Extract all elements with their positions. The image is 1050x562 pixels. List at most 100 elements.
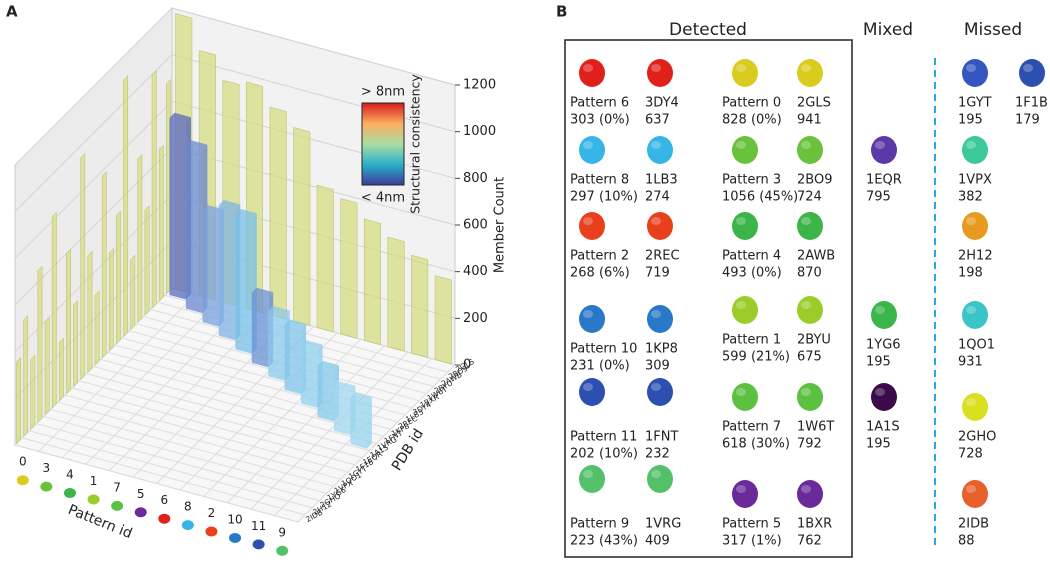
wall-bar bbox=[293, 127, 311, 326]
item-detail: 931 bbox=[958, 355, 983, 370]
blob-highlight bbox=[966, 306, 976, 314]
item-name: 1KP8 bbox=[645, 342, 678, 357]
structure-blob bbox=[797, 383, 823, 411]
item-detail: 719 bbox=[645, 266, 670, 281]
pattern-icon bbox=[158, 513, 171, 524]
blob-highlight bbox=[651, 470, 661, 478]
x-tick-label: 11 bbox=[251, 519, 266, 533]
wall-bar bbox=[363, 218, 381, 346]
pattern-icon bbox=[111, 500, 124, 511]
wall-bar bbox=[340, 198, 358, 339]
wall-bar bbox=[411, 254, 429, 358]
z-tick-label: 800 bbox=[463, 171, 488, 186]
structure-blob bbox=[579, 378, 605, 406]
floor-grid bbox=[43, 415, 327, 494]
item-detail: 274 bbox=[645, 190, 670, 205]
floor-grid bbox=[36, 423, 320, 502]
z-axis-label: Member Count bbox=[493, 177, 508, 273]
item-detail: 637 bbox=[645, 113, 670, 128]
item-detail: 195 bbox=[866, 355, 891, 370]
x-tick-label: 7 bbox=[113, 480, 121, 494]
bar-face bbox=[185, 145, 203, 314]
wall-bar bbox=[151, 69, 157, 309]
wall-bar bbox=[137, 153, 143, 323]
item-name: Pattern 2 bbox=[570, 249, 629, 264]
item-detail: 303 (0%) bbox=[570, 113, 630, 128]
wall-bar bbox=[387, 236, 405, 352]
bar-face bbox=[301, 345, 318, 408]
item-detail: 88 bbox=[958, 534, 975, 549]
blob-highlight bbox=[966, 64, 976, 72]
structure-blob bbox=[871, 301, 897, 329]
bar-face bbox=[202, 205, 224, 215]
blob-highlight bbox=[736, 64, 746, 72]
structure-blob bbox=[647, 212, 673, 240]
blob-highlight bbox=[801, 217, 811, 225]
structure-blob bbox=[1019, 59, 1045, 87]
blob-highlight bbox=[583, 64, 593, 72]
bar-face bbox=[268, 306, 290, 316]
bar-face bbox=[235, 213, 252, 354]
item-name: Pattern 6 bbox=[570, 96, 629, 111]
wall-bar bbox=[123, 74, 129, 338]
blob-highlight bbox=[966, 217, 976, 225]
bar-face bbox=[317, 360, 339, 371]
bar-face bbox=[333, 381, 356, 391]
floor-grid bbox=[71, 387, 356, 466]
x-tick-label: 2 bbox=[208, 506, 216, 520]
wall-bar bbox=[30, 354, 36, 430]
item-name: Pattern 11 bbox=[570, 430, 637, 445]
x-tick-label: 1 bbox=[90, 474, 98, 488]
blob-highlight bbox=[966, 398, 976, 406]
item-name: 2REC bbox=[645, 249, 680, 264]
x-tick-label: 9 bbox=[278, 525, 286, 539]
structure-blob bbox=[797, 59, 823, 87]
section-title: Detected bbox=[669, 20, 747, 40]
pattern-icon bbox=[181, 520, 194, 531]
item-detail: 297 (10%) bbox=[570, 190, 638, 205]
matched-bar bbox=[350, 392, 372, 449]
bar-face bbox=[169, 117, 186, 300]
item-name: Pattern 3 bbox=[722, 173, 781, 188]
pattern-icon bbox=[252, 539, 265, 550]
wall-bar bbox=[73, 299, 79, 388]
floor-grid bbox=[29, 430, 313, 509]
item-detail: 268 (6%) bbox=[570, 266, 630, 281]
structure-blob bbox=[732, 480, 758, 508]
x-axis-label: Pattern id bbox=[66, 502, 135, 542]
item-name: Pattern 9 bbox=[570, 517, 629, 532]
x-tick-label: 4 bbox=[66, 468, 74, 482]
pattern-icon bbox=[276, 545, 289, 556]
item-name: 1BXR bbox=[797, 517, 832, 532]
blob-highlight bbox=[651, 310, 661, 318]
item-detail: 870 bbox=[797, 266, 822, 281]
wall-bar bbox=[130, 254, 136, 331]
item-name: 1FNT bbox=[645, 430, 678, 445]
blob-highlight bbox=[966, 485, 976, 493]
x-tick-label: 5 bbox=[137, 487, 145, 501]
wall-bar bbox=[23, 314, 29, 438]
blob-highlight bbox=[651, 141, 661, 149]
bar-face bbox=[169, 112, 191, 123]
wall-bar bbox=[144, 205, 150, 316]
blob-highlight bbox=[1023, 64, 1033, 72]
bar-face bbox=[284, 319, 307, 330]
blob-highlight bbox=[736, 388, 746, 396]
wall-bar bbox=[101, 171, 107, 359]
pattern-icon bbox=[16, 475, 29, 486]
pattern-icon bbox=[205, 526, 218, 537]
floor-grid bbox=[64, 394, 349, 473]
item-detail: 309 bbox=[645, 359, 670, 374]
wall-bar bbox=[44, 316, 50, 416]
floor-grid bbox=[57, 401, 341, 480]
x-tick-label: 10 bbox=[227, 512, 242, 526]
item-name: 1A1S bbox=[866, 420, 900, 435]
item-name: 2IDB bbox=[958, 517, 989, 532]
structure-blob bbox=[797, 296, 823, 324]
bar-face bbox=[268, 311, 285, 381]
blob-highlight bbox=[583, 310, 593, 318]
item-name: 2AWB bbox=[797, 249, 835, 264]
wall-bar bbox=[116, 210, 121, 345]
z-tick-label: 0 bbox=[463, 358, 471, 373]
structure-blob bbox=[732, 212, 758, 240]
